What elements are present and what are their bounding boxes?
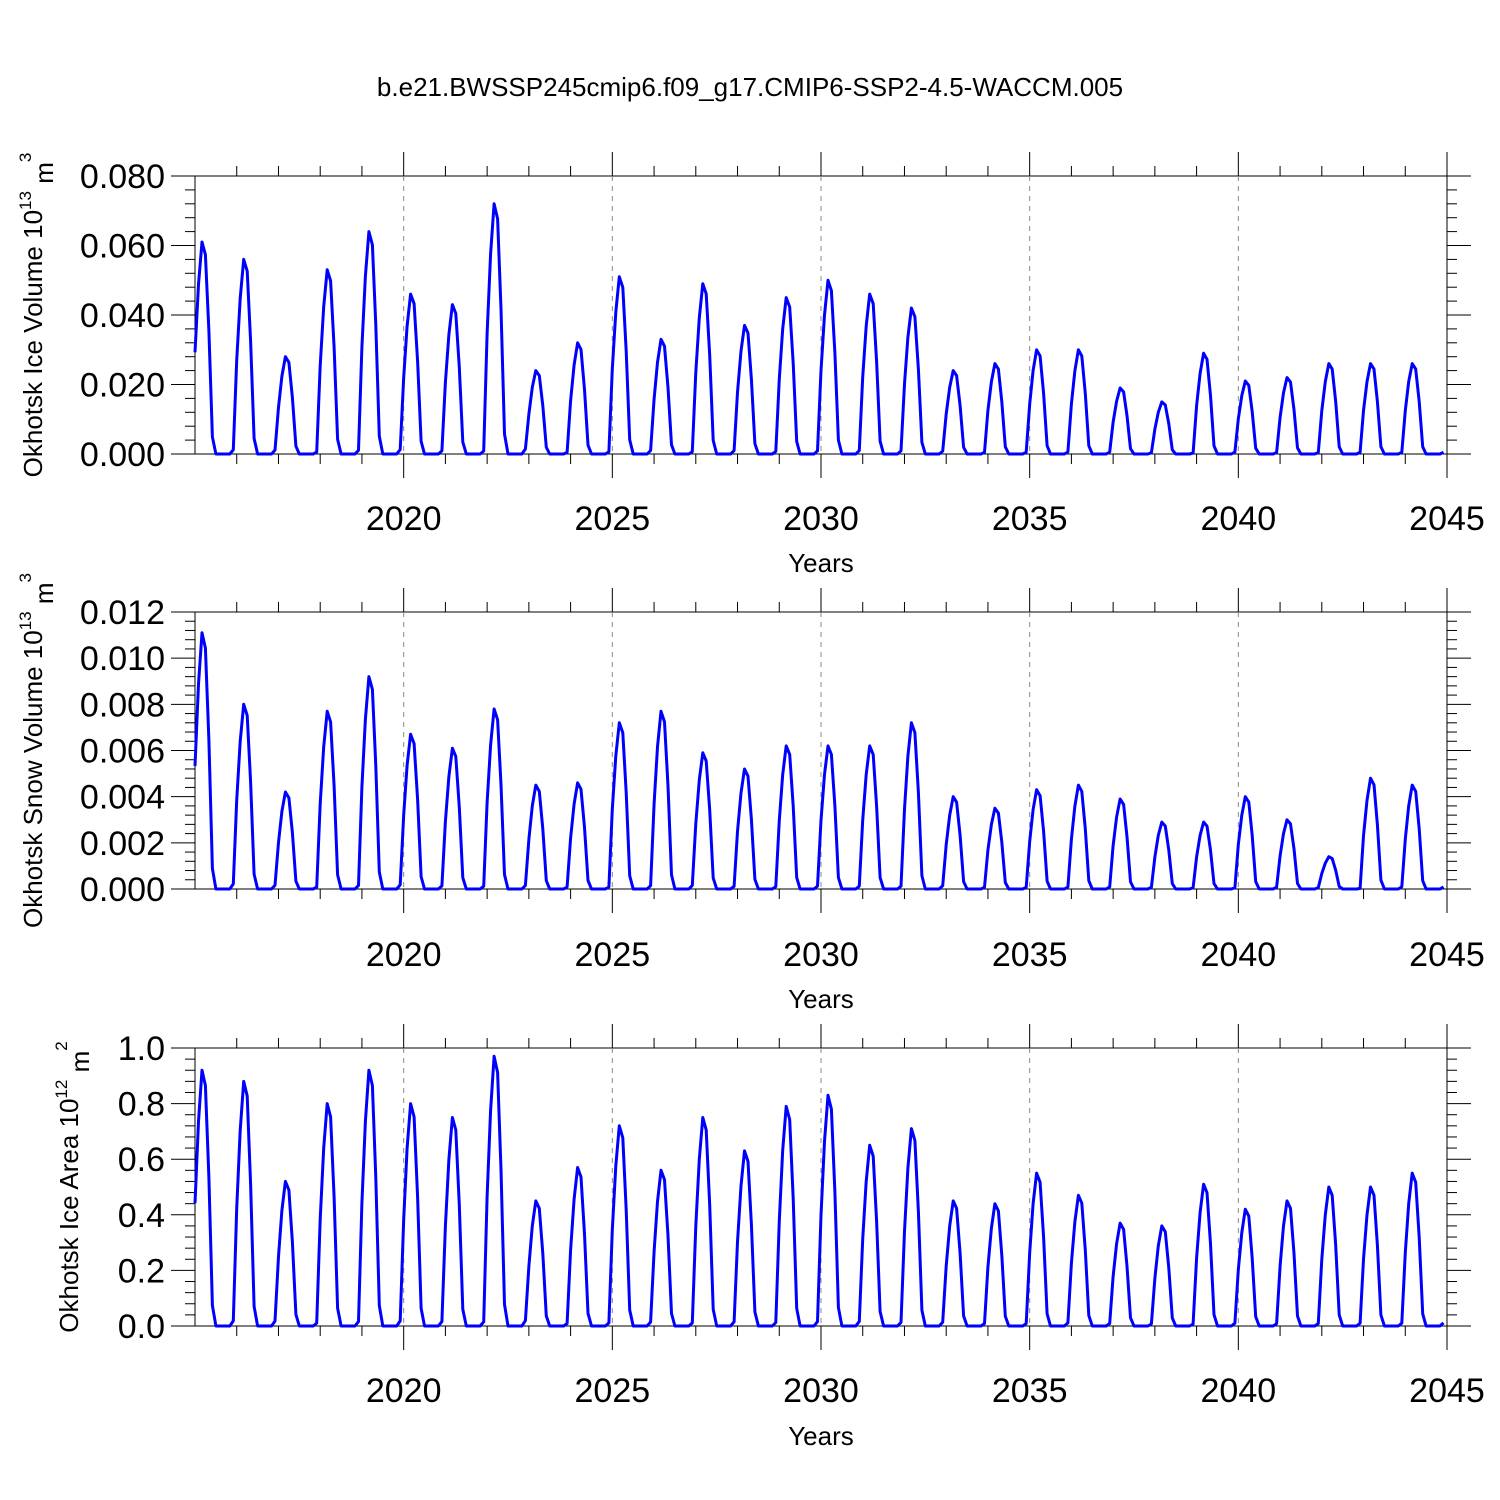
- series-line: [193, 631, 1445, 891]
- panel-3: 0.0 0.2 0.4 0.6 0.8 1.0 2020 2025 2030 2035 2040 20…: [52, 1024, 1485, 1451]
- panel-1: 0.000 0.020 0.040 0.060 0.080 2020 2025 2030 203…: [16, 152, 1485, 578]
- x-tick-label: 2040: [1201, 936, 1277, 974]
- y-tick-label: 0.6: [118, 1141, 165, 1179]
- x-tick-label: 2030: [783, 1372, 859, 1410]
- y-tick-label: 0.060: [80, 228, 165, 266]
- y-tick-label: 0.002: [80, 825, 165, 863]
- x-tick-label: 2035: [992, 500, 1068, 538]
- x-tick-label: 2030: [783, 936, 859, 974]
- x-axis-label: Years: [788, 548, 854, 578]
- chart-title: b.e21.BWSSP245cmip6.f09_g17.CMIP6-SSP2-4…: [376, 72, 1124, 102]
- y-tick-label: 0.010: [80, 640, 165, 678]
- y-tick-label: 0.2: [118, 1252, 165, 1290]
- y-tick-label: 0.000: [80, 871, 165, 909]
- series-line: [193, 202, 1445, 456]
- x-tick-label: 2025: [575, 500, 651, 538]
- y-tick-label: 0.8: [118, 1086, 165, 1124]
- x-tick-label: 2040: [1201, 500, 1277, 538]
- y-tick-label: 0.080: [80, 158, 165, 196]
- y-tick-label: 0.012: [80, 594, 165, 632]
- x-tick-label: 2020: [366, 936, 442, 974]
- y-tick-label: 0.008: [80, 686, 165, 724]
- y-tick-label: 0.4: [118, 1197, 165, 1235]
- y-tick-label: 0.020: [80, 367, 165, 405]
- x-tick-label: 2035: [992, 936, 1068, 974]
- y-tick-label: 0.0: [118, 1308, 165, 1346]
- y-axis-label: Okhotsk Ice Area 1012 m2: [52, 1041, 95, 1332]
- y-tick-label: 1.0: [118, 1030, 165, 1068]
- x-tick-label: 2045: [1409, 500, 1485, 538]
- x-tick-label: 2045: [1409, 936, 1485, 974]
- x-tick-label: 2035: [992, 1372, 1068, 1410]
- series-line: [193, 1054, 1445, 1328]
- y-axis-label: Okhotsk Ice Volume 1013 m3: [16, 153, 59, 478]
- y-tick-label: 0.000: [80, 436, 165, 474]
- x-axis-label: Years: [788, 984, 854, 1014]
- x-tick-label: 2025: [575, 1372, 651, 1410]
- x-tick-label: 2040: [1201, 1372, 1277, 1410]
- x-axis-label: Years: [788, 1421, 854, 1451]
- y-axis-label: Okhotsk Snow Volume 1013 m3: [16, 573, 59, 928]
- x-tick-label: 2020: [366, 500, 442, 538]
- x-tick-label: 2045: [1409, 1372, 1485, 1410]
- x-tick-label: 2025: [575, 936, 651, 974]
- y-tick-label: 0.040: [80, 297, 165, 335]
- y-tick-label: 0.004: [80, 779, 165, 817]
- panel-2: 0.000 0.002 0.004 0.006 0.008 0.010 0.012 2020 2…: [16, 573, 1485, 1014]
- x-tick-label: 2020: [366, 1372, 442, 1410]
- x-tick-label: 2030: [783, 500, 859, 538]
- y-tick-label: 0.006: [80, 733, 165, 771]
